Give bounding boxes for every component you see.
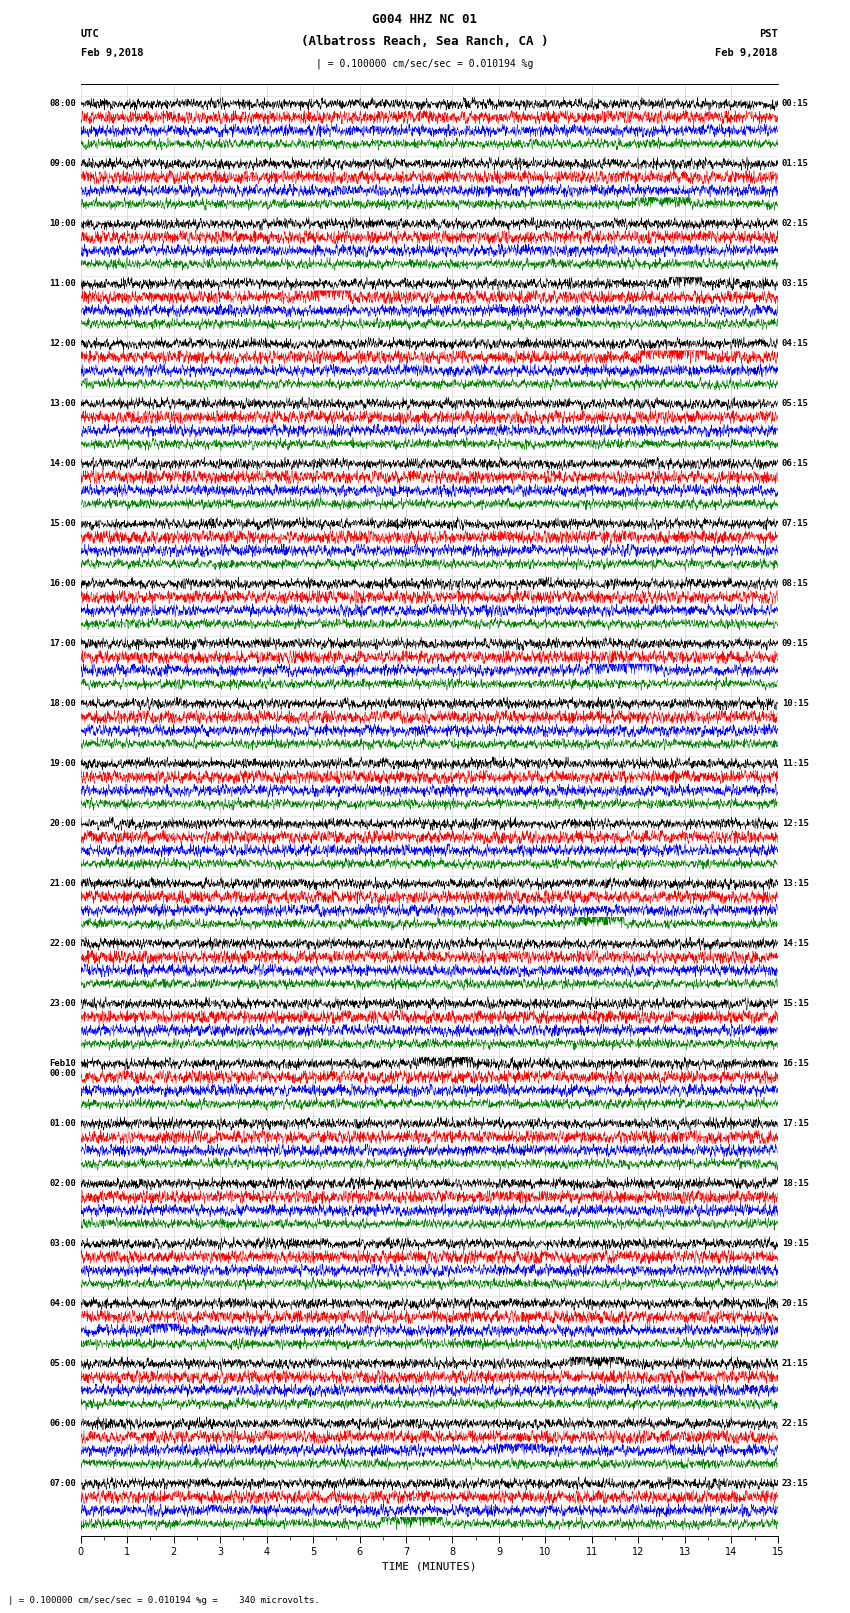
Text: 13:00: 13:00 <box>49 398 76 408</box>
Text: 18:15: 18:15 <box>782 1179 809 1187</box>
Text: 22:15: 22:15 <box>782 1418 809 1428</box>
Text: 14:15: 14:15 <box>782 939 809 948</box>
Text: G004 HHZ NC 01: G004 HHZ NC 01 <box>372 13 478 26</box>
Text: 21:15: 21:15 <box>782 1358 809 1368</box>
Text: Feb10
00:00: Feb10 00:00 <box>49 1058 76 1077</box>
Text: 08:00: 08:00 <box>49 98 76 108</box>
Text: 15:15: 15:15 <box>782 998 809 1008</box>
Text: 16:15: 16:15 <box>782 1058 809 1068</box>
Text: 00:15: 00:15 <box>782 98 809 108</box>
Text: | = 0.100000 cm/sec/sec = 0.010194 %g =    340 microvolts.: | = 0.100000 cm/sec/sec = 0.010194 %g = … <box>8 1595 320 1605</box>
Text: 08:15: 08:15 <box>782 579 809 587</box>
Text: 17:00: 17:00 <box>49 639 76 648</box>
Text: 12:00: 12:00 <box>49 339 76 348</box>
Text: 12:15: 12:15 <box>782 819 809 827</box>
Text: 09:00: 09:00 <box>49 158 76 168</box>
Text: 11:00: 11:00 <box>49 279 76 287</box>
Text: 19:00: 19:00 <box>49 758 76 768</box>
X-axis label: TIME (MINUTES): TIME (MINUTES) <box>382 1561 477 1571</box>
Text: 20:15: 20:15 <box>782 1298 809 1308</box>
Text: 16:00: 16:00 <box>49 579 76 587</box>
Text: | = 0.100000 cm/sec/sec = 0.010194 %g: | = 0.100000 cm/sec/sec = 0.010194 %g <box>316 58 534 69</box>
Text: 09:15: 09:15 <box>782 639 809 648</box>
Text: 01:00: 01:00 <box>49 1119 76 1127</box>
Text: 10:00: 10:00 <box>49 219 76 227</box>
Text: 15:00: 15:00 <box>49 519 76 527</box>
Text: 02:15: 02:15 <box>782 219 809 227</box>
Text: 02:00: 02:00 <box>49 1179 76 1187</box>
Text: 04:00: 04:00 <box>49 1298 76 1308</box>
Text: PST: PST <box>759 29 778 39</box>
Text: 01:15: 01:15 <box>782 158 809 168</box>
Text: 13:15: 13:15 <box>782 879 809 887</box>
Text: 06:15: 06:15 <box>782 458 809 468</box>
Text: 04:15: 04:15 <box>782 339 809 348</box>
Text: 21:00: 21:00 <box>49 879 76 887</box>
Text: 05:15: 05:15 <box>782 398 809 408</box>
Text: 11:15: 11:15 <box>782 758 809 768</box>
Text: 22:00: 22:00 <box>49 939 76 948</box>
Text: 07:15: 07:15 <box>782 519 809 527</box>
Text: UTC: UTC <box>81 29 99 39</box>
Text: Feb 9,2018: Feb 9,2018 <box>81 48 144 58</box>
Text: 23:15: 23:15 <box>782 1479 809 1487</box>
Text: 19:15: 19:15 <box>782 1239 809 1247</box>
Text: Feb 9,2018: Feb 9,2018 <box>715 48 778 58</box>
Text: 06:00: 06:00 <box>49 1418 76 1428</box>
Text: 18:00: 18:00 <box>49 698 76 708</box>
Text: 07:00: 07:00 <box>49 1479 76 1487</box>
Text: 20:00: 20:00 <box>49 819 76 827</box>
Text: 10:15: 10:15 <box>782 698 809 708</box>
Text: (Albatross Reach, Sea Ranch, CA ): (Albatross Reach, Sea Ranch, CA ) <box>301 35 549 48</box>
Text: 03:15: 03:15 <box>782 279 809 287</box>
Text: 23:00: 23:00 <box>49 998 76 1008</box>
Text: 05:00: 05:00 <box>49 1358 76 1368</box>
Text: 17:15: 17:15 <box>782 1119 809 1127</box>
Text: 03:00: 03:00 <box>49 1239 76 1247</box>
Text: 14:00: 14:00 <box>49 458 76 468</box>
